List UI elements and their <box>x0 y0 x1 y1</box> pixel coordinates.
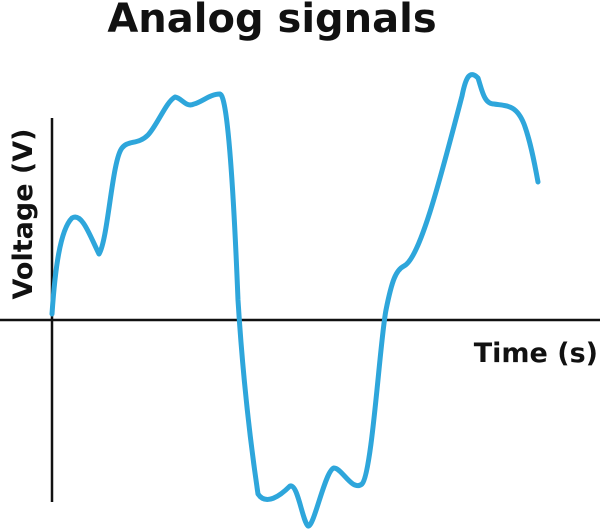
y-axis-label: Voltage (V) <box>8 129 39 300</box>
x-axis-label: Time (s) <box>474 338 598 369</box>
diagram-title: Analog signals <box>107 0 436 42</box>
analog-signal-waveform <box>49 72 541 529</box>
